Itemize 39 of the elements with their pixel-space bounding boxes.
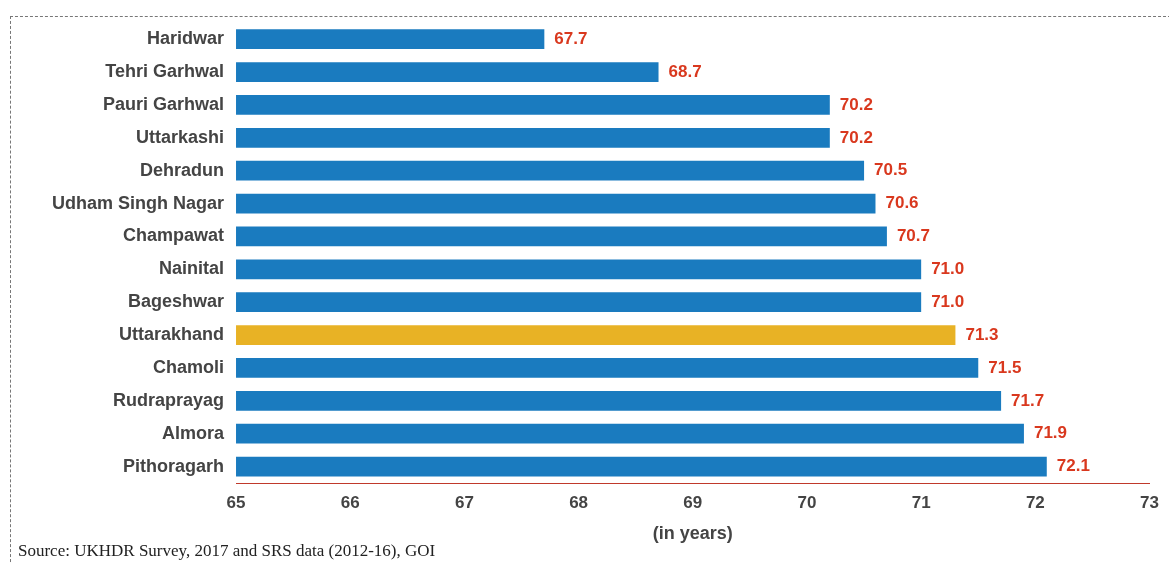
y-tick-label: Uttarkashi [135, 126, 225, 147]
y-tick-label: Nainital [159, 258, 225, 279]
data-label: 71.9 [1033, 423, 1068, 443]
x-tick-label: 68 [569, 492, 589, 512]
y-tick-label: Tehri Garhwal [105, 61, 225, 82]
data-label: 70.2 [839, 127, 873, 147]
data-label: 71.5 [988, 357, 1022, 377]
y-tick-label: Uttarakhand [118, 324, 225, 345]
data-label: 71.3 [965, 324, 999, 344]
y-tick-label: Dehradun [140, 159, 225, 180]
y-tick-label: Bageshwar [127, 291, 225, 312]
x-tick-label: 72 [1025, 492, 1045, 512]
data-label: 68.7 [668, 61, 702, 81]
data-label: 67.7 [554, 28, 588, 48]
data-label: 70.7 [896, 226, 930, 246]
x-tick-label: 70 [797, 492, 817, 512]
source-note: Source: UKHDR Survey, 2017 and SRS data (2012-16), GOI [18, 541, 436, 561]
y-tick-label: Haridwar [146, 28, 225, 49]
y-tick-label: Chamoli [153, 356, 225, 377]
x-tick-label: 71 [911, 492, 931, 512]
data-label: 71.0 [931, 291, 965, 311]
data-label: 71.0 [931, 259, 965, 279]
y-tick-label: Champawat [122, 225, 225, 246]
x-tick-label: 73 [1140, 492, 1160, 512]
y-tick-label: Rudraprayag [112, 389, 225, 410]
x-tick-label: 69 [683, 492, 703, 512]
data-label: 70.2 [839, 94, 873, 114]
data-label: 72.1 [1056, 456, 1090, 476]
x-tick-label: 65 [226, 492, 246, 512]
y-tick-label: Pauri Garhwal [102, 93, 225, 114]
y-tick-label: Pithoragarh [123, 455, 225, 476]
x-tick-label: 66 [340, 492, 360, 512]
x-tick-label: 67 [454, 492, 474, 512]
data-label: 70.5 [874, 160, 908, 180]
y-tick-label: Almora [162, 422, 226, 443]
data-label: 70.6 [885, 193, 919, 213]
x-axis-title: (in years) [652, 523, 733, 544]
y-tick-label: Udham Singh Nagar [51, 192, 225, 213]
data-label: 71.7 [1011, 390, 1045, 410]
